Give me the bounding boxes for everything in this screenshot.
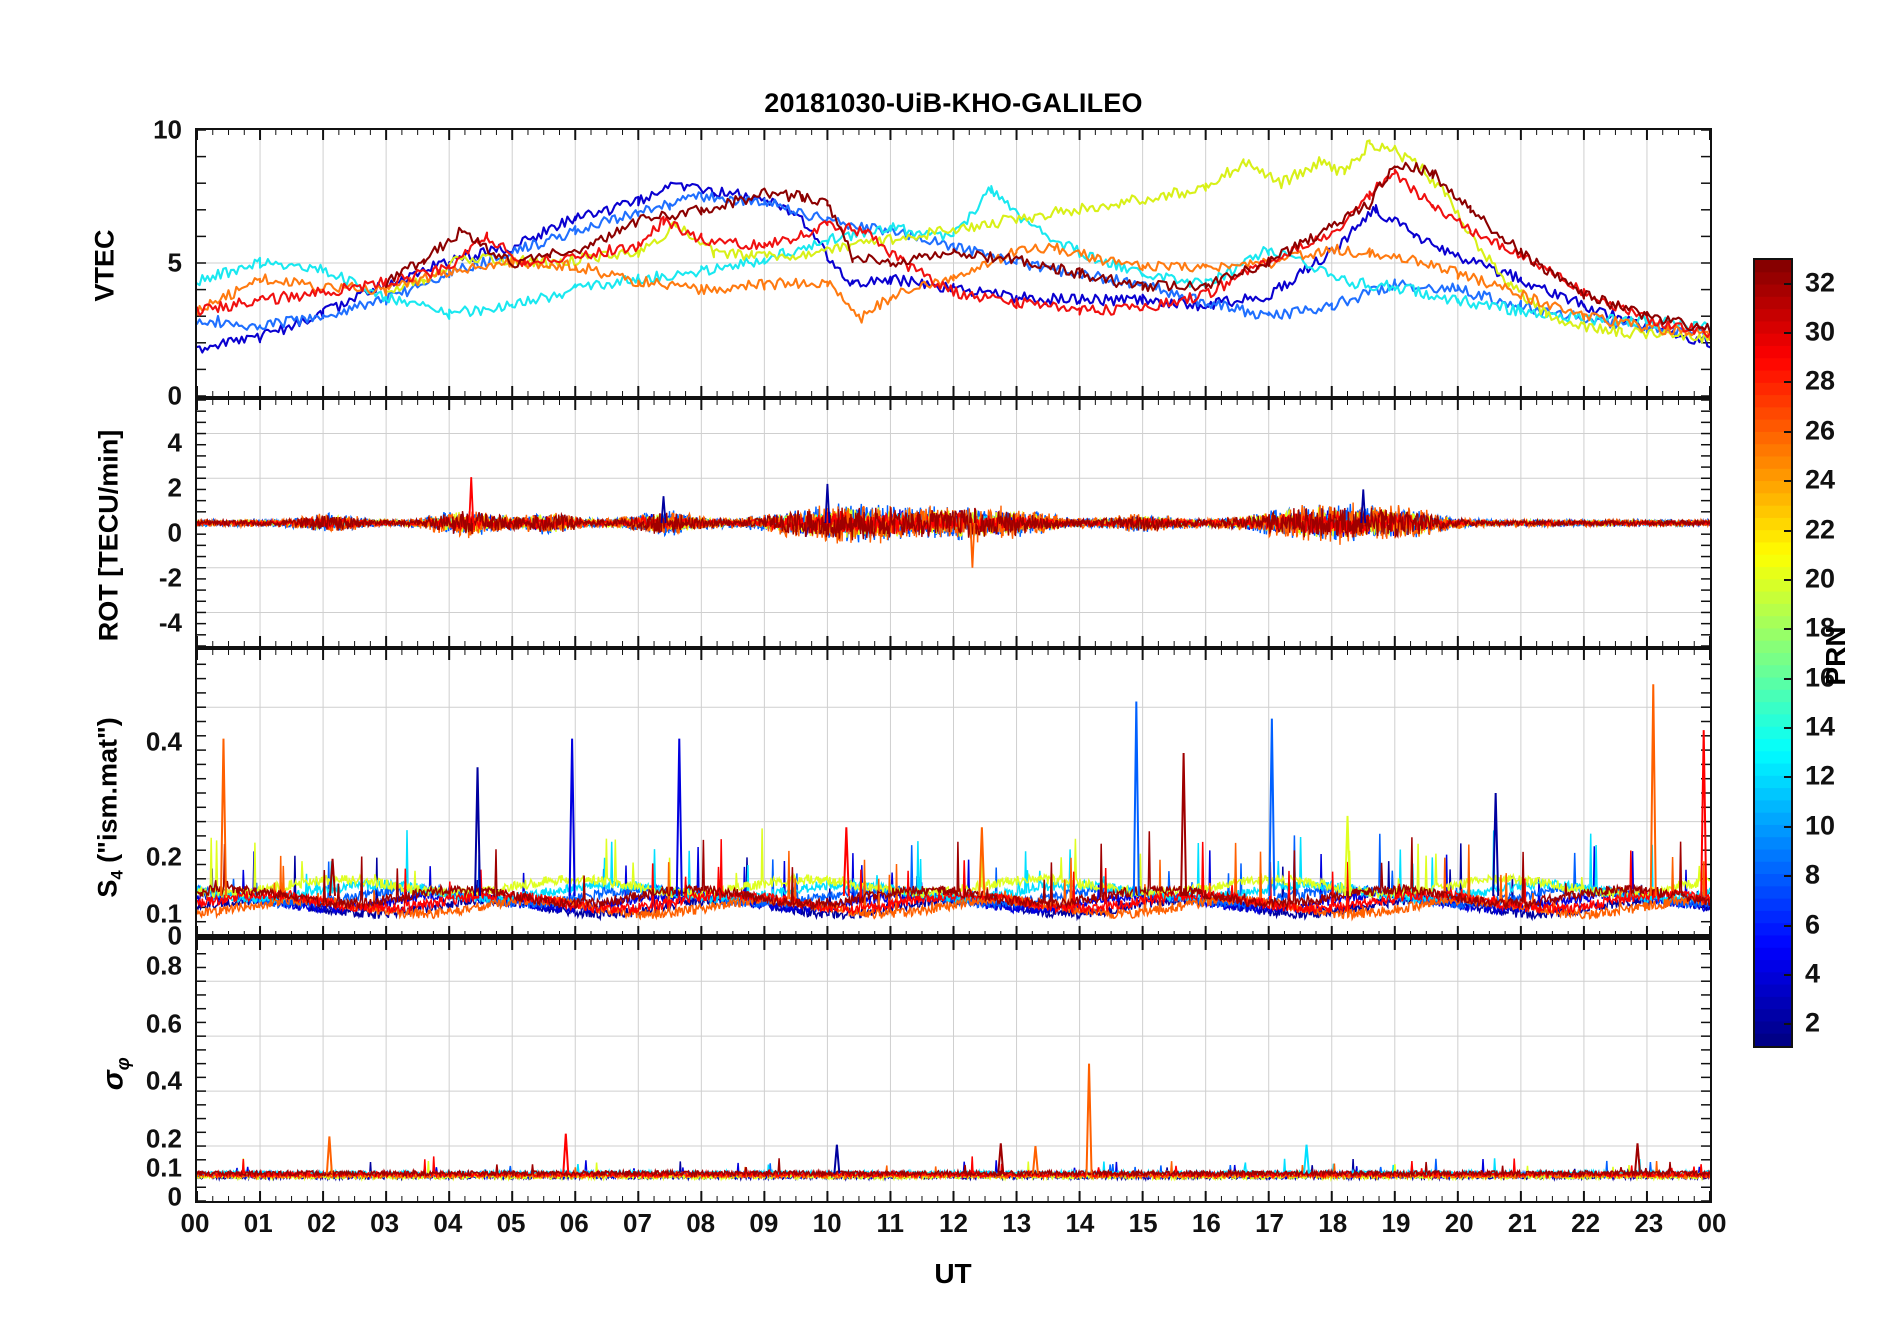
- colorbar-gradient: [1755, 260, 1791, 1047]
- x-axis-tick-0: 00: [180, 1208, 210, 1238]
- s4-ytick-02: 0.2: [145, 841, 182, 872]
- panel-vtec: [195, 128, 1712, 398]
- sigma-ytick-01: 0.1: [145, 1152, 182, 1183]
- x-axis-tick-5: 05: [496, 1208, 526, 1238]
- colorbar-tickmark-8: [1784, 875, 1793, 878]
- x-axis-tick-10: 10: [812, 1208, 842, 1238]
- colorbar-tickmark-12: [1784, 776, 1793, 779]
- x-axis-tick-1: 01: [243, 1208, 273, 1238]
- colorbar-tickmark-32: [1784, 282, 1793, 285]
- colorbar-tick-8: 8: [1805, 859, 1821, 890]
- s4-ytick-04: 0.4: [145, 726, 182, 757]
- colorbar-tick-14: 14: [1805, 711, 1836, 742]
- sigma-ytick-0: 0: [167, 1181, 182, 1212]
- vtec-ytick-10: 10: [153, 114, 182, 145]
- colorbar-tickmark-24: [1784, 480, 1793, 483]
- x-axis-tick-16: 16: [1191, 1208, 1221, 1238]
- x-axis-tick-17: 17: [1255, 1208, 1284, 1238]
- s4-plot-area: [197, 650, 1710, 936]
- sigma-phi-plot-area: [197, 940, 1710, 1201]
- rot-ytick-neg4: -4: [158, 607, 182, 638]
- sigma-ytick-08: 0.8: [145, 950, 182, 981]
- sigma-ytick-06: 0.6: [145, 1008, 182, 1039]
- vtec-plot-area: [197, 130, 1710, 396]
- rot-plot-area: [197, 400, 1710, 646]
- colorbar-tickmark-28: [1784, 381, 1793, 384]
- colorbar-tickmark-26: [1784, 430, 1793, 433]
- colorbar-title: PRN: [1820, 626, 1851, 686]
- panel-s4: [195, 648, 1712, 938]
- x-axis-tick-8: 08: [686, 1208, 716, 1238]
- colorbar-tick-22: 22: [1805, 514, 1836, 545]
- colorbar-tickmark-14: [1784, 727, 1793, 730]
- x-axis-tick-12: 12: [939, 1208, 968, 1238]
- colorbar-tick-16: 16: [1805, 662, 1836, 693]
- s4-ytick-0: 0: [167, 920, 182, 951]
- rot-ytick-4: 4: [167, 427, 182, 458]
- colorbar-tickmark-10: [1784, 825, 1793, 828]
- x-axis-tick-3: 03: [370, 1208, 400, 1238]
- colorbar-tickmark-4: [1784, 973, 1793, 976]
- x-axis-tick-13: 13: [1002, 1208, 1032, 1238]
- colorbar-tick-4: 4: [1805, 958, 1821, 989]
- sigma-ytick-04: 0.4: [145, 1065, 182, 1096]
- colorbar-tickmark-30: [1784, 332, 1793, 335]
- colorbar-tick-30: 30: [1805, 316, 1836, 347]
- colorbar-tickmark-20: [1784, 578, 1793, 581]
- x-axis-tick-20: 20: [1444, 1208, 1474, 1238]
- x-axis-tick-4: 04: [433, 1208, 463, 1238]
- colorbar-tickmark-16: [1784, 677, 1793, 680]
- page-title: 20181030-UiB-KHO-GALILEO: [764, 88, 1143, 118]
- x-axis-tick-2: 02: [306, 1208, 336, 1238]
- colorbar-tick-32: 32: [1805, 267, 1836, 298]
- colorbar-tick-2: 2: [1805, 1007, 1821, 1038]
- colorbar-tick-12: 12: [1805, 760, 1836, 791]
- x-axis-tick-22: 22: [1571, 1208, 1601, 1238]
- colorbar-tick-26: 26: [1805, 415, 1836, 446]
- colorbar-tick-20: 20: [1805, 563, 1836, 594]
- rot-ytick-2: 2: [167, 472, 182, 503]
- colorbar-tick-18: 18: [1805, 612, 1836, 643]
- x-axis-tick-9: 09: [749, 1208, 779, 1238]
- x-axis-tick-15: 15: [1128, 1208, 1158, 1238]
- x-axis-tick-6: 06: [559, 1208, 589, 1238]
- s4-ytick-01: 0.1: [145, 898, 182, 929]
- x-axis-tick-7: 07: [622, 1208, 652, 1238]
- x-axis-tick-24: 00: [1697, 1208, 1727, 1238]
- vtec-ytick-0: 0: [167, 380, 182, 411]
- colorbar-tickmark-2: [1784, 1023, 1793, 1026]
- colorbar-tickmark-22: [1784, 529, 1793, 532]
- x-axis-tick-19: 19: [1381, 1208, 1411, 1238]
- s4-y-label-symbol: S: [92, 879, 123, 898]
- x-axis-label: UT: [934, 1258, 972, 1289]
- x-axis-tick-21: 21: [1507, 1208, 1537, 1238]
- colorbar: [1753, 258, 1793, 1048]
- rot-ytick-neg2: -2: [158, 562, 182, 593]
- sigma-ytick-02: 0.2: [145, 1123, 182, 1154]
- x-axis-tick-11: 11: [876, 1208, 905, 1238]
- panel-sigma-phi: [195, 938, 1712, 1203]
- x-axis-tick-14: 14: [1065, 1208, 1095, 1238]
- colorbar-tick-6: 6: [1805, 909, 1821, 940]
- rot-ytick-0: 0: [167, 517, 182, 548]
- colorbar-tickmark-6: [1784, 924, 1793, 927]
- colorbar-tick-10: 10: [1805, 810, 1836, 841]
- panel-rot: [195, 398, 1712, 648]
- colorbar-tick-24: 24: [1805, 464, 1836, 495]
- x-axis-tick-23: 23: [1634, 1208, 1664, 1238]
- colorbar-tick-28: 28: [1805, 365, 1836, 396]
- vtec-ytick-5: 5: [167, 247, 182, 278]
- colorbar-tickmark-18: [1784, 628, 1793, 631]
- x-axis-tick-18: 18: [1318, 1208, 1348, 1238]
